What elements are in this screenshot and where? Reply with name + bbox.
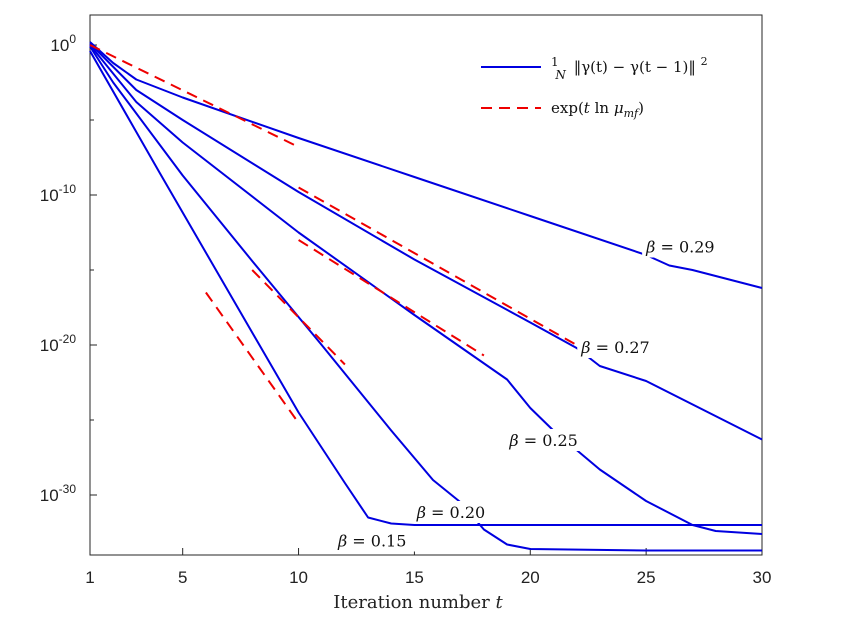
annotation-backing <box>505 429 594 451</box>
beta-symbol: β <box>337 532 347 551</box>
series-layer <box>89 41 763 552</box>
x-ticks: 1 5 10 15 20 25 30 <box>85 548 771 587</box>
beta-value: = 0.20 <box>426 503 485 522</box>
y-tick-exponent: -10 <box>59 182 77 196</box>
legend-norm-sup: 2 <box>701 55 708 68</box>
legend-label-exp: exp(t ln μmf) <box>551 99 644 120</box>
axes-frame <box>89 14 763 556</box>
beta-annotation-0: β = 0.29 <box>645 238 714 257</box>
theory-line-6 <box>298 186 578 346</box>
legend-norm-body: ‖γ(t) − γ(t − 1)‖ <box>574 58 696 76</box>
x-tick-label: 5 <box>178 568 187 587</box>
theory-line-5 <box>89 44 300 148</box>
x-tick-label: 25 <box>637 568 656 587</box>
y-tick-exponent: -20 <box>59 332 77 346</box>
simulation-line-0 <box>89 41 763 289</box>
y-tick-label: 10-10 <box>40 182 77 205</box>
legend-frac-den: N <box>554 68 566 82</box>
legend-label-norm: 1 N ‖γ(t) − γ(t − 1)‖ 2 <box>551 52 708 83</box>
theory-line-9 <box>205 291 300 424</box>
simulation-line-3 <box>89 45 762 552</box>
y-tick-base: 10 <box>40 186 59 205</box>
x-tick-label: 1 <box>85 568 94 587</box>
beta-symbol: β <box>416 503 426 522</box>
legend-box <box>474 43 754 129</box>
beta-symbol: β <box>580 338 590 357</box>
y-tick-base: 10 <box>40 486 59 505</box>
x-tick-label: 30 <box>753 568 772 587</box>
y-tick-base: 10 <box>50 36 69 55</box>
x-tick-label: 20 <box>521 568 540 587</box>
simulation-line-1 <box>89 42 763 441</box>
beta-annotation-4: β = 0.15 <box>337 532 406 551</box>
y-tick-exponent: -30 <box>59 482 77 496</box>
y-tick-label: 10-20 <box>40 332 77 355</box>
beta-symbol: β <box>645 238 655 257</box>
y-tick-label: 100 <box>50 32 76 55</box>
x-tick-label: 10 <box>289 568 308 587</box>
theory-line-8 <box>251 269 346 366</box>
x-axis-title-text: Iteration number <box>333 592 495 613</box>
annotation-backing <box>577 336 666 358</box>
beta-value: = 0.15 <box>347 532 406 551</box>
x-axis-title: Iteration number t <box>333 592 503 613</box>
y-tick-exponent: 0 <box>69 32 76 46</box>
legend: 1 N ‖γ(t) − γ(t − 1)‖ 2 exp(t ln μmf) <box>474 43 754 129</box>
beta-symbol: β <box>508 431 518 450</box>
annotation-backing <box>412 501 501 523</box>
beta-value: = 0.25 <box>519 431 578 450</box>
x-axis-variable: t <box>496 592 504 613</box>
annotation-backing <box>333 529 422 552</box>
simulation-line-4 <box>89 50 762 526</box>
beta-annotation-1: β = 0.27 <box>580 338 649 357</box>
annotation-backing <box>642 235 731 258</box>
beta-value: = 0.27 <box>591 338 650 357</box>
x-tick-label: 15 <box>405 568 424 587</box>
legend-frac: 1 <box>551 55 559 69</box>
y-tick-base: 10 <box>40 336 59 355</box>
beta-annotation-2: β = 0.25 <box>508 431 577 450</box>
beta-annotation-3: β = 0.20 <box>416 503 485 522</box>
y-tick-label: 10-30 <box>40 482 77 505</box>
annotations: β = 0.29β = 0.27β = 0.25β = 0.20β = 0.15 <box>333 235 731 552</box>
beta-value: = 0.29 <box>655 238 714 257</box>
theory-line-7 <box>298 239 485 357</box>
